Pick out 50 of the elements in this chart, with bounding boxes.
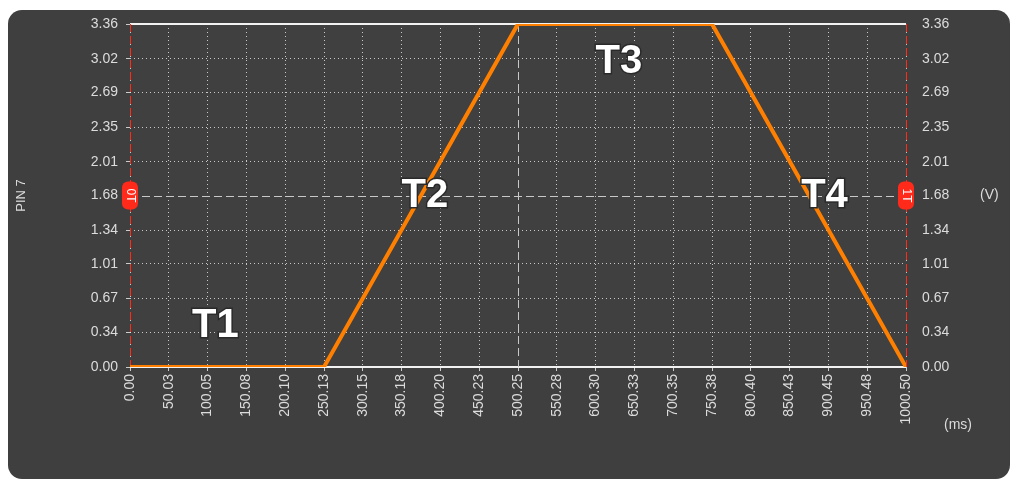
y2-tick-label: 0.67 [922,289,950,306]
x-tick-label: 50.03 [159,373,176,410]
x-tick-label: 300.15 [353,373,370,417]
x-tick-label: 350.18 [392,373,409,417]
x-tick-label: 650.33 [625,373,642,417]
y-tick-label: 0.00 [90,357,119,374]
y-tick-label: 2.01 [90,152,119,169]
y-tick-label: 2.35 [90,117,119,134]
y2-tick-label: 3.36 [922,14,950,31]
x-tick-label: 1000.50 [896,373,913,425]
x-axis-title: (ms) [944,415,972,432]
x-tick-label: 200.10 [276,373,293,417]
x-tick-label: 850.43 [780,373,797,417]
y-tick-label: 2.69 [90,83,119,100]
y-tick-label: 0.67 [90,289,119,306]
ref-line-label: 0T [123,188,138,204]
x-tick-label: 750.38 [702,373,719,417]
x-tick-label: 950.48 [858,373,875,417]
x-tick-label: 100.05 [198,373,215,417]
y-axis-title: PIN 7 [13,179,29,212]
x-tick-label: 450.23 [470,373,487,417]
y-tick-label: 1.01 [90,254,119,271]
y2-tick-label: 3.02 [922,49,950,66]
y-tick-label: 1.34 [90,221,119,238]
y2-axis-title: (V) [980,186,999,203]
y2-tick-label: 0.00 [922,357,950,374]
annotation: T1 [192,300,239,345]
x-tick-label: 600.30 [586,373,603,417]
y2-tick-label: 2.01 [922,152,950,169]
x-tick-label: 550.28 [547,373,564,417]
x-tick-label: 400.20 [431,373,448,417]
y2-tick-label: 0.34 [922,323,950,340]
y2-tick-label: 1.68 [922,186,950,203]
ref-line-label: 1T [899,188,914,204]
x-tick-label: 150.08 [237,373,254,417]
x-tick-label: 900.45 [819,373,836,417]
x-tick-label: 0.00 [120,373,137,402]
x-tick-label: 500.25 [508,373,525,417]
y2-tick-label: 2.35 [922,117,950,134]
y2-tick-label: 1.34 [922,221,950,238]
y-tick-label: 0.34 [90,323,119,340]
x-tick-label: 800.40 [741,373,758,417]
y2-tick-label: 1.01 [922,254,950,271]
y-tick-label: 3.36 [90,14,119,31]
y2-tick-label: 2.69 [922,83,950,100]
annotation: T3 [595,36,643,81]
y-tick-label: 1.68 [90,186,119,203]
y-tick-label: 3.02 [90,49,119,66]
x-tick-label: 250.13 [314,373,331,417]
x-tick-label: 700.35 [664,373,681,417]
